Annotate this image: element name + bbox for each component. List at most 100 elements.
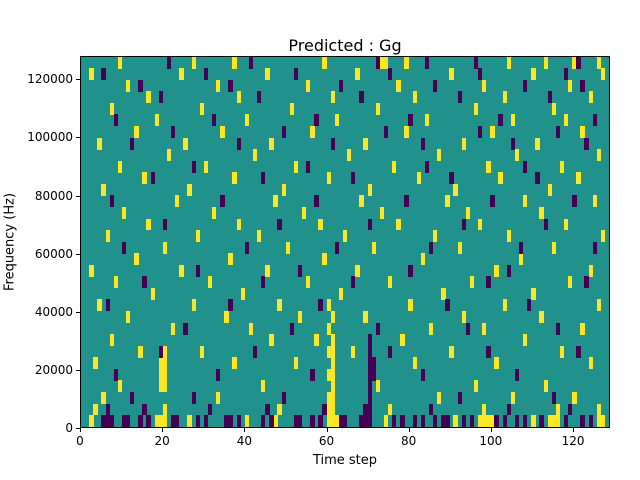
heatmap-cell [240, 287, 245, 300]
heatmap-cell [596, 57, 602, 69]
heatmap-cell [498, 172, 503, 185]
heatmap-cell [318, 299, 323, 312]
heatmap-cell [306, 160, 311, 173]
heatmap-cell [588, 91, 593, 104]
heatmap-cell [600, 230, 606, 242]
heatmap-cell [105, 403, 110, 416]
heatmap-cell [314, 195, 319, 208]
heatmap-cell [232, 57, 237, 69]
heatmap-cell [310, 415, 315, 427]
heatmap-cell [367, 334, 372, 347]
heatmap-cell [281, 126, 286, 138]
heatmap-cell [478, 68, 483, 81]
heatmap-cell [232, 172, 237, 185]
heatmap-cell [506, 230, 512, 242]
heatmap-cell [547, 183, 552, 196]
heatmap-cell [592, 241, 597, 254]
y-tick [76, 428, 80, 429]
heatmap-cell [338, 415, 344, 427]
heatmap-cell [383, 57, 389, 69]
heatmap-cell [433, 230, 438, 242]
heatmap-cell [551, 102, 557, 115]
heatmap-cell [371, 368, 376, 381]
heatmap-cell [285, 241, 290, 254]
x-tick [326, 428, 328, 432]
heatmap-cell [158, 357, 164, 370]
heatmap-cell [113, 276, 119, 289]
heatmap-cell [302, 206, 307, 219]
heatmap-cell [510, 114, 516, 127]
heatmap-cell [154, 114, 160, 127]
heatmap-cell [199, 345, 205, 358]
heatmap-cell [269, 334, 274, 347]
plot-area [80, 56, 610, 428]
heatmap-cell [596, 149, 602, 162]
heatmap-cell [375, 102, 381, 115]
heatmap-cell [330, 391, 336, 404]
heatmap-cell [514, 149, 520, 162]
heatmap-cell [207, 276, 213, 289]
heatmap-cell [228, 79, 233, 92]
heatmap-cell [531, 415, 536, 427]
heatmap-cell [277, 403, 282, 416]
heatmap-cell [261, 172, 266, 185]
heatmap-cell [359, 195, 364, 208]
heatmap-cell [596, 403, 602, 416]
heatmap-cell [224, 415, 229, 427]
heatmap-cell [236, 218, 241, 231]
heatmap-cell [461, 415, 466, 427]
heatmap-cell [563, 415, 569, 427]
heatmap-cell [326, 299, 331, 312]
heatmap-cell [555, 126, 561, 138]
heatmap-cell [396, 79, 401, 92]
heatmap-cell [400, 415, 405, 427]
heatmap-cell [514, 415, 520, 427]
heatmap-cell [383, 126, 389, 138]
heatmap-cell [584, 276, 589, 289]
heatmap-cell [130, 137, 135, 150]
heatmap-cell [191, 299, 196, 312]
heatmap-cell [551, 241, 557, 254]
heatmap-cell [138, 79, 143, 92]
heatmap-cell [568, 79, 573, 92]
heatmap-cell [523, 79, 528, 92]
heatmap-cell [592, 114, 597, 127]
heatmap-cell [551, 391, 557, 404]
heatmap-cell [154, 415, 160, 427]
heatmap-cell [105, 415, 110, 427]
heatmap-cell [273, 415, 278, 427]
heatmap-cell [482, 322, 487, 335]
y-tick-label: 0 [65, 421, 73, 435]
heatmap-cell [101, 415, 106, 427]
heatmap-cell [588, 415, 593, 427]
heatmap-cell [338, 287, 344, 300]
heatmap-cell [146, 91, 151, 104]
heatmap-cell [228, 299, 233, 312]
heatmap-cell [342, 415, 348, 427]
heatmap-cell [121, 241, 127, 254]
heatmap-cell [420, 137, 426, 150]
heatmap-cell [404, 126, 409, 138]
heatmap-cell [97, 299, 102, 312]
x-tick-label: 0 [76, 434, 84, 448]
heatmap-cell [195, 415, 200, 427]
x-tick [244, 428, 246, 432]
heatmap-cell [428, 322, 434, 335]
y-tick-label: 20000 [34, 362, 73, 377]
heatmap-cell [183, 137, 188, 150]
heatmap-cell [408, 264, 413, 277]
heatmap-cell [375, 57, 381, 69]
y-tick-label: 100000 [27, 130, 73, 145]
heatmap-cell [130, 391, 135, 404]
heatmap-cell [551, 415, 557, 427]
heatmap-cell [195, 264, 200, 277]
heatmap-cell [502, 299, 507, 312]
heatmap-cell [322, 403, 327, 416]
heatmap-cell [449, 345, 454, 358]
heatmap-cell [580, 79, 585, 92]
heatmap-cell [109, 334, 114, 347]
heatmap-cell [179, 68, 184, 81]
heatmap-cell [453, 183, 458, 196]
heatmap-cell [142, 403, 147, 416]
x-tick-label: 60 [318, 434, 335, 448]
